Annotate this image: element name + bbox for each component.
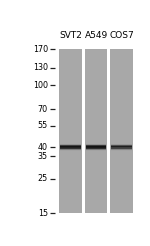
Text: 130: 130 — [33, 63, 48, 72]
Bar — [60, 146, 81, 147]
Bar — [59, 49, 82, 213]
Bar — [86, 146, 106, 147]
Text: 170: 170 — [33, 45, 48, 54]
Text: 25: 25 — [38, 174, 48, 183]
Bar — [111, 143, 132, 144]
Bar — [111, 144, 132, 145]
Text: 35: 35 — [38, 152, 48, 161]
Bar — [60, 145, 81, 146]
Bar — [110, 49, 133, 213]
Bar — [86, 144, 106, 145]
Text: 70: 70 — [38, 105, 48, 114]
Bar — [60, 149, 81, 150]
Bar — [111, 145, 132, 146]
Bar — [111, 146, 132, 147]
Bar — [60, 143, 81, 144]
Text: 15: 15 — [38, 209, 48, 218]
Bar — [86, 149, 106, 150]
Bar — [60, 147, 81, 148]
Text: SVT2: SVT2 — [59, 31, 82, 40]
Bar — [111, 149, 132, 150]
Bar — [111, 150, 132, 151]
Text: 55: 55 — [38, 121, 48, 130]
Bar — [111, 148, 132, 149]
Bar — [86, 145, 106, 146]
Bar — [60, 144, 81, 145]
Text: 40: 40 — [38, 143, 48, 152]
Bar — [86, 148, 106, 149]
Bar — [60, 148, 81, 149]
Bar — [60, 148, 81, 149]
Bar — [86, 150, 106, 151]
Bar — [86, 145, 106, 146]
Bar — [86, 147, 106, 148]
Bar — [111, 148, 132, 149]
Text: COS7: COS7 — [109, 31, 134, 40]
Bar — [86, 148, 106, 149]
Text: A549: A549 — [84, 31, 108, 40]
Bar — [60, 150, 81, 151]
Bar — [60, 145, 81, 146]
Bar — [86, 143, 106, 144]
Bar — [85, 49, 107, 213]
Bar — [111, 147, 132, 148]
Bar — [111, 145, 132, 146]
Text: 100: 100 — [33, 81, 48, 90]
